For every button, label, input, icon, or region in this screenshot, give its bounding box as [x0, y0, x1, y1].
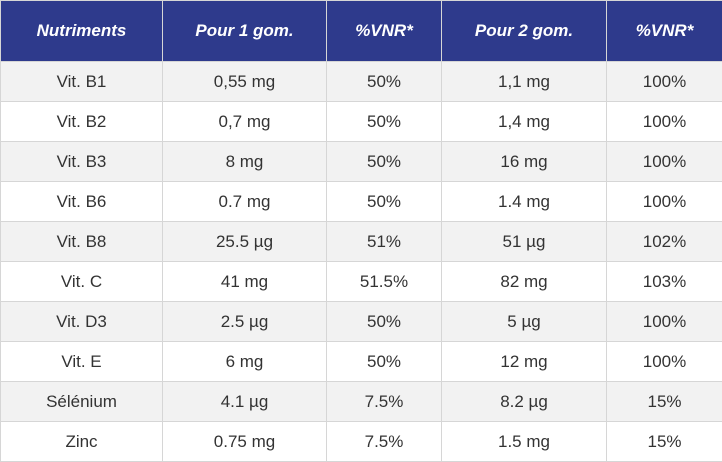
per-1-gummy-cell: 8 mg	[162, 141, 327, 182]
vnr-2-cell: 103%	[606, 261, 722, 302]
vnr-1-cell: 7.5%	[326, 381, 442, 422]
vnr-1-cell: 50%	[326, 61, 442, 102]
vnr-1-cell: 7.5%	[326, 421, 442, 462]
table-row: Sélénium 4.1 µg 7.5% 8.2 µg 15%	[0, 381, 722, 422]
per-2-gummies-cell: 1,1 mg	[441, 61, 607, 102]
header-row: Nutriments Pour 1 gom. %VNR* Pour 2 gom.…	[0, 0, 722, 62]
header-pour-1-gom: Pour 1 gom.	[162, 0, 327, 62]
vnr-2-cell: 100%	[606, 301, 722, 342]
vnr-2-cell: 100%	[606, 101, 722, 142]
per-1-gummy-cell: 6 mg	[162, 341, 327, 382]
nutrient-cell: Vit. B2	[0, 101, 163, 142]
per-1-gummy-cell: 2.5 µg	[162, 301, 327, 342]
per-2-gummies-cell: 1.5 mg	[441, 421, 607, 462]
per-2-gummies-cell: 12 mg	[441, 341, 607, 382]
nutrient-cell: Vit. B8	[0, 221, 163, 262]
per-2-gummies-cell: 1,4 mg	[441, 101, 607, 142]
per-1-gummy-cell: 4.1 µg	[162, 381, 327, 422]
vnr-1-cell: 51.5%	[326, 261, 442, 302]
per-1-gummy-cell: 41 mg	[162, 261, 327, 302]
table-row: Vit. C 41 mg 51.5% 82 mg 103%	[0, 261, 722, 302]
per-1-gummy-cell: 25.5 µg	[162, 221, 327, 262]
nutrient-cell: Vit. C	[0, 261, 163, 302]
header-nutriments: Nutriments	[0, 0, 163, 62]
per-1-gummy-cell: 0,55 mg	[162, 61, 327, 102]
nutrient-cell: Vit. E	[0, 341, 163, 382]
vnr-1-cell: 50%	[326, 341, 442, 382]
table-row: Zinc 0.75 mg 7.5% 1.5 mg 15%	[0, 421, 722, 462]
vnr-2-cell: 100%	[606, 61, 722, 102]
nutrient-cell: Vit. B1	[0, 61, 163, 102]
table-body: Vit. B1 0,55 mg 50% 1,1 mg 100% Vit. B2 0,7 mg…	[0, 61, 722, 462]
table-row: Vit. B6 0.7 mg 50% 1.4 mg 100%	[0, 181, 722, 222]
nutrient-cell: Zinc	[0, 421, 163, 462]
vnr-2-cell: 15%	[606, 421, 722, 462]
per-2-gummies-cell: 16 mg	[441, 141, 607, 182]
vnr-2-cell: 100%	[606, 141, 722, 182]
vnr-2-cell: 100%	[606, 341, 722, 382]
table-header: Nutriments Pour 1 gom. %VNR* Pour 2 gom.…	[0, 0, 722, 62]
table-row: Vit. B1 0,55 mg 50% 1,1 mg 100%	[0, 61, 722, 102]
header-vnr-1: %VNR*	[326, 0, 442, 62]
per-2-gummies-cell: 51 µg	[441, 221, 607, 262]
table-row: Vit. D3 2.5 µg 50% 5 µg 100%	[0, 301, 722, 342]
per-1-gummy-cell: 0,7 mg	[162, 101, 327, 142]
vnr-1-cell: 50%	[326, 301, 442, 342]
nutrient-cell: Vit. D3	[0, 301, 163, 342]
per-2-gummies-cell: 5 µg	[441, 301, 607, 342]
vnr-2-cell: 15%	[606, 381, 722, 422]
nutrient-cell: Vit. B3	[0, 141, 163, 182]
table-row: Vit. B3 8 mg 50% 16 mg 100%	[0, 141, 722, 182]
vnr-1-cell: 50%	[326, 141, 442, 182]
table-row: Vit. B8 25.5 µg 51% 51 µg 102%	[0, 221, 722, 262]
vnr-1-cell: 50%	[326, 101, 442, 142]
table-row: Vit. B2 0,7 mg 50% 1,4 mg 100%	[0, 101, 722, 142]
header-pour-2-gom: Pour 2 gom.	[441, 0, 607, 62]
per-2-gummies-cell: 8.2 µg	[441, 381, 607, 422]
per-1-gummy-cell: 0.7 mg	[162, 181, 327, 222]
per-2-gummies-cell: 82 mg	[441, 261, 607, 302]
nutrient-cell: Sélénium	[0, 381, 163, 422]
per-1-gummy-cell: 0.75 mg	[162, 421, 327, 462]
vnr-1-cell: 51%	[326, 221, 442, 262]
nutrient-cell: Vit. B6	[0, 181, 163, 222]
vnr-1-cell: 50%	[326, 181, 442, 222]
vnr-2-cell: 102%	[606, 221, 722, 262]
vnr-2-cell: 100%	[606, 181, 722, 222]
per-2-gummies-cell: 1.4 mg	[441, 181, 607, 222]
header-vnr-2: %VNR*	[606, 0, 722, 62]
